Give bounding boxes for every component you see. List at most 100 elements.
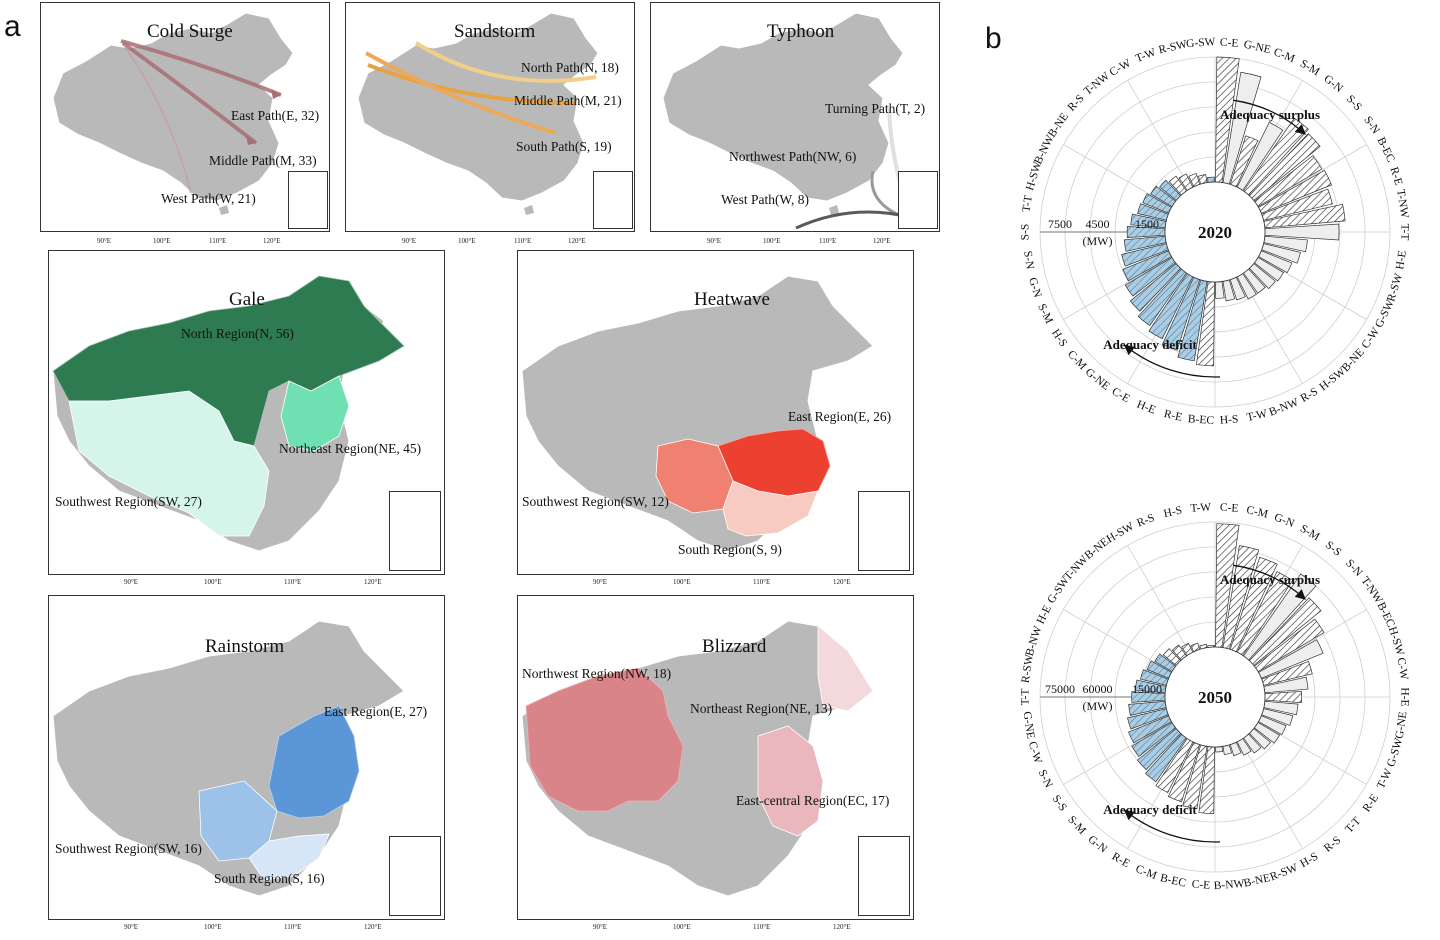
category-label: S-N: [1361, 114, 1382, 137]
lon-tick: 90°E: [593, 923, 608, 931]
category-label: G-N: [1026, 276, 1044, 300]
category-label: T-T: [1398, 224, 1410, 241]
category-label: S-M: [1298, 523, 1322, 544]
category-label: T-T: [1343, 815, 1363, 835]
category-label: R-SW: [1385, 272, 1405, 303]
category-label: R-S: [1066, 93, 1087, 114]
lon-tick: 120°E: [833, 923, 851, 931]
heatwave-svg: [521, 275, 874, 552]
map-label: South Region(S, 9): [678, 542, 782, 557]
category-label: G-NE: [1394, 711, 1410, 740]
deficit-label: Adequacy deficit: [1103, 802, 1197, 817]
category-label: C-W: [1395, 657, 1410, 681]
south-sea-inset: [898, 171, 938, 229]
category-label: R-S: [1135, 512, 1156, 530]
south-sea-inset: [858, 491, 910, 571]
sandstorm-middle-path: [367, 63, 577, 105]
map-blizzard: Blizzard Northwest Region(NW, 18) Northe…: [517, 595, 914, 931]
sandstorm-south-path: [365, 51, 557, 135]
scale-label: 1500: [1135, 217, 1159, 231]
grid-spoke: [1063, 721, 1172, 785]
map-sandstorm: Sandstorm North Path(N, 18) Middle Path(…: [345, 2, 635, 245]
category-label: B-NE: [1046, 111, 1071, 140]
map-label: East Path(E, 32): [231, 108, 320, 123]
category-label: C-M: [1245, 504, 1269, 521]
surplus-bar: [1215, 281, 1225, 299]
cold-surge-svg: [52, 12, 294, 215]
map-title: Cold Surge: [147, 21, 233, 42]
lon-tick: 90°E: [593, 578, 608, 586]
lon-tick: 90°E: [97, 237, 112, 245]
map-typhoon: Typhoon Turning Path(T, 2) Northwest Pat…: [650, 2, 940, 245]
category-label: G-SW: [1186, 36, 1216, 50]
surplus-bar: [1264, 691, 1303, 703]
lon-tick: 90°E: [124, 923, 139, 931]
category-label: S-M: [1298, 58, 1322, 79]
map-title: Sandstorm: [454, 21, 536, 42]
category-label: H-SW: [1386, 625, 1406, 657]
lon-tick: 120°E: [873, 237, 891, 245]
lon-tick: 110°E: [284, 578, 302, 586]
category-label: B-NW: [1213, 878, 1245, 892]
sandstorm-svg: [357, 12, 599, 215]
category-label: B-EC: [1187, 413, 1214, 427]
gale-northeast-region: [280, 375, 350, 452]
category-label: H-E: [1394, 250, 1409, 271]
blizzard-northwest-region: [525, 667, 684, 812]
rainstorm-svg: [52, 620, 405, 897]
grid-spoke: [1127, 80, 1191, 189]
panel-letter-b: b: [985, 22, 1002, 55]
panel-letter-a: a: [4, 10, 21, 43]
surplus-label: Adequacy surplus: [1220, 572, 1320, 587]
blizzard-northeast-region: [817, 625, 874, 712]
inner-circle: [1164, 181, 1266, 283]
category-label: C-M: [1065, 348, 1089, 372]
map-label: Turning Path(T, 2): [825, 101, 926, 116]
map-label: Southwest Region(SW, 12): [522, 494, 669, 509]
category-label: R-S: [1322, 834, 1343, 855]
deficit-arrow: [1123, 809, 1221, 843]
surplus-arrow: [1233, 564, 1306, 600]
grid-spoke: [1127, 545, 1191, 654]
category-label: H-E: [1398, 687, 1410, 706]
lon-tick: 120°E: [364, 578, 382, 586]
map-title: Blizzard: [702, 636, 767, 657]
category-label: B-NW: [1267, 396, 1300, 418]
map-label: West Path(W, 21): [161, 191, 256, 206]
map-cold-surge: Cold Surge East Path(E, 32) Middle Path(…: [40, 2, 330, 245]
unit-label: (MW): [1083, 699, 1113, 713]
deficit-arrow: [1123, 344, 1221, 378]
typhoon-west-path: [795, 210, 910, 230]
year-label: 2050: [1198, 688, 1232, 707]
category-label: G-N: [1321, 73, 1345, 96]
map-title: Rainstorm: [205, 636, 285, 657]
map-label: Northeast Region(NE, 13): [690, 701, 833, 716]
surplus-label: Adequacy surplus: [1220, 107, 1320, 122]
map-title: Heatwave: [694, 289, 770, 310]
category-label: G-N: [1272, 511, 1296, 530]
category-label: R-E: [1163, 408, 1184, 424]
category-label: R-E: [1387, 166, 1404, 187]
scale-label: 60000: [1083, 682, 1113, 696]
lon-tick: 90°E: [707, 237, 722, 245]
rainstorm-south-region: [248, 833, 330, 881]
rainstorm-east-region: [268, 705, 360, 819]
category-label: S-M: [1065, 814, 1088, 837]
category-label: S-N: [1343, 557, 1365, 579]
map-label: Northwest Path(NW, 6): [729, 149, 857, 164]
map-label: West Path(W, 8): [721, 192, 810, 207]
category-label: C-M: [1272, 46, 1297, 65]
category-label: C-W: [1108, 57, 1133, 79]
south-sea-inset: [288, 171, 328, 229]
sandstorm-north-path: [414, 41, 597, 83]
arrow-middle: [246, 135, 256, 145]
blizzard-east-central-region: [757, 725, 824, 837]
map-label: South Region(S, 16): [214, 871, 325, 886]
map-title: Gale: [229, 289, 265, 310]
lon-tick: 100°E: [673, 923, 691, 931]
deficit-label: Adequacy deficit: [1103, 337, 1197, 352]
category-label: H-S: [1049, 327, 1069, 349]
category-label: T-W: [1246, 408, 1269, 424]
